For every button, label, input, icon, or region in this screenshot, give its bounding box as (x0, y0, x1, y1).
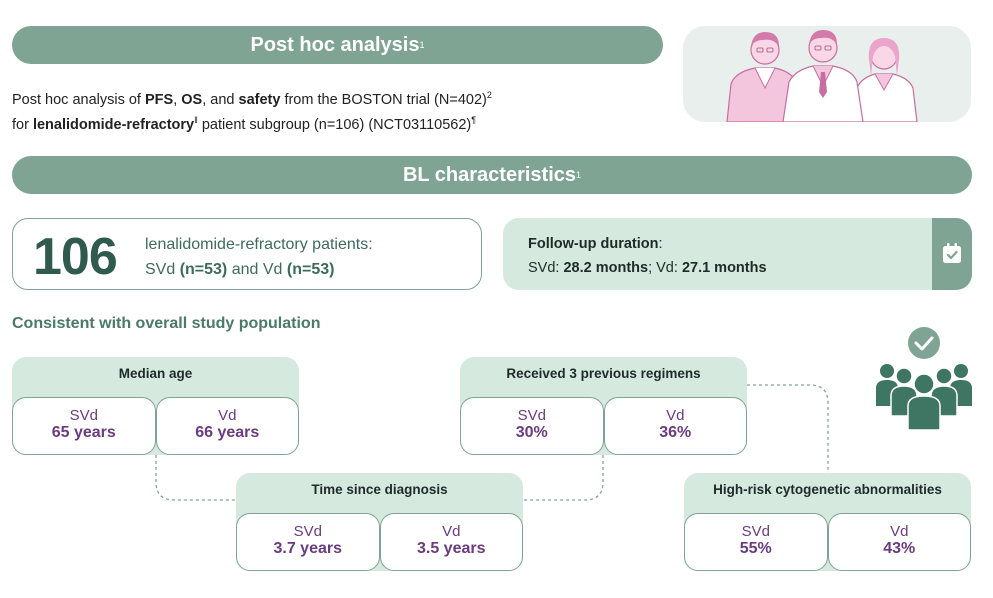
cell-label: SVd (69, 407, 98, 424)
intro-part: Post hoc analysis of (12, 91, 145, 108)
cell-value: 36% (659, 424, 692, 441)
stat-cell-vd: Vd 3.5 years (379, 513, 523, 571)
stat-median-age: Median age SVd 65 years Vd 66 years (12, 357, 299, 455)
stat-title: Received 3 previous regimens (506, 366, 701, 381)
intro-ref: ¶ (471, 114, 477, 125)
cell-label: Vd (890, 523, 909, 540)
followup-svd-label: SVd: (528, 260, 564, 276)
patient-count-number: 106 (33, 228, 118, 286)
followup-svd-value: 28.2 months (563, 260, 649, 276)
stat-cell-vd: Vd 66 years (155, 397, 299, 455)
post-hoc-ref: 1 (419, 40, 425, 50)
cell-value: 30% (515, 424, 548, 441)
followup-label: Follow-up duration (528, 236, 659, 252)
stat-cell-svd: SVd 30% (460, 397, 604, 455)
followup-card: Follow-up duration: SVd: 28.2 months; Vd… (503, 218, 972, 290)
doctors-illustration (683, 26, 971, 122)
calendar-check-icon (943, 243, 961, 263)
cell-value: 3.7 years (273, 540, 342, 557)
stat-time-since-diagnosis: Time since diagnosis SVd 3.7 years Vd 3.… (236, 473, 523, 571)
bl-banner: BL characteristics 1 (12, 156, 972, 194)
post-hoc-title: Post hoc analysis (250, 33, 420, 56)
stat-cell-svd: SVd 65 years (12, 397, 156, 455)
intro-part: from the BOSTON trial (N=402) (280, 91, 487, 108)
stat-cell-vd: Vd 43% (827, 513, 971, 571)
cell-label: Vd (218, 407, 237, 424)
patient-count-card: 106 lenalidomide-refractory patients: SV… (12, 218, 482, 290)
stat-title: Time since diagnosis (311, 482, 448, 497)
intro-refractory: lenalidomide-refractory (32, 116, 195, 133)
cell-value: 3.5 years (416, 540, 486, 557)
post-hoc-banner: Post hoc analysis 1 (12, 26, 663, 64)
followup-colon: : (658, 236, 663, 252)
followup-vd-label: ; Vd: (648, 260, 682, 276)
stat-previous-regimens: Received 3 previous regimens SVd 30% Vd … (460, 357, 747, 455)
stat-title: High-risk cytogenetic abnormalities (713, 482, 942, 497)
group-check-icon (876, 327, 972, 431)
intro-part: , and (202, 91, 239, 108)
cell-value: 66 years (195, 424, 260, 441)
count-svd-n: (n=53) (179, 261, 228, 278)
intro-ref: ‖ (194, 114, 198, 125)
intro-part: , (173, 91, 182, 108)
stat-title: Median age (118, 366, 193, 381)
followup-vd-value: 27.1 months (681, 260, 767, 276)
cell-value: 43% (883, 540, 916, 557)
intro-part: patient subgroup (n=106) (NCT03110562) (197, 116, 472, 133)
cell-label: SVd (517, 407, 546, 424)
stat-cell-svd: SVd 55% (684, 513, 828, 571)
intro-safety: safety (238, 91, 281, 108)
stat-cell-vd: Vd 36% (603, 397, 747, 455)
section-title: Consistent with overall study population (12, 315, 321, 332)
stat-cell-svd: SVd 3.7 years (236, 513, 380, 571)
patient-count-text: lenalidomide-refractory patients: SVd (n… (145, 232, 373, 282)
intro-part: for (12, 116, 33, 133)
intro-os: OS (181, 91, 203, 108)
cell-label: Vd (666, 407, 685, 424)
cell-value: 55% (739, 540, 772, 557)
bl-title: BL characteristics (402, 163, 577, 186)
cell-label: SVd (741, 523, 770, 540)
cell-label: SVd (293, 523, 322, 540)
doctors-icon (726, 30, 918, 122)
intro-pfs: PFS (145, 91, 174, 108)
bl-ref: 1 (576, 170, 582, 180)
intro-text: Post hoc analysis of PFS, OS, and safety… (12, 85, 652, 135)
cell-value: 65 years (51, 424, 116, 441)
count-vd-n: (n=53) (286, 261, 335, 278)
stat-high-risk-cytogenetics: High-risk cytogenetic abnormalities SVd … (684, 473, 971, 571)
cell-label: Vd (442, 523, 461, 540)
count-svd: SVd (145, 261, 180, 278)
followup-text: Follow-up duration: SVd: 28.2 months; Vd… (528, 232, 767, 280)
intro-ref: 2 (486, 90, 492, 100)
count-vd: and Vd (227, 261, 287, 278)
count-line1: lenalidomide-refractory patients: (145, 236, 373, 253)
